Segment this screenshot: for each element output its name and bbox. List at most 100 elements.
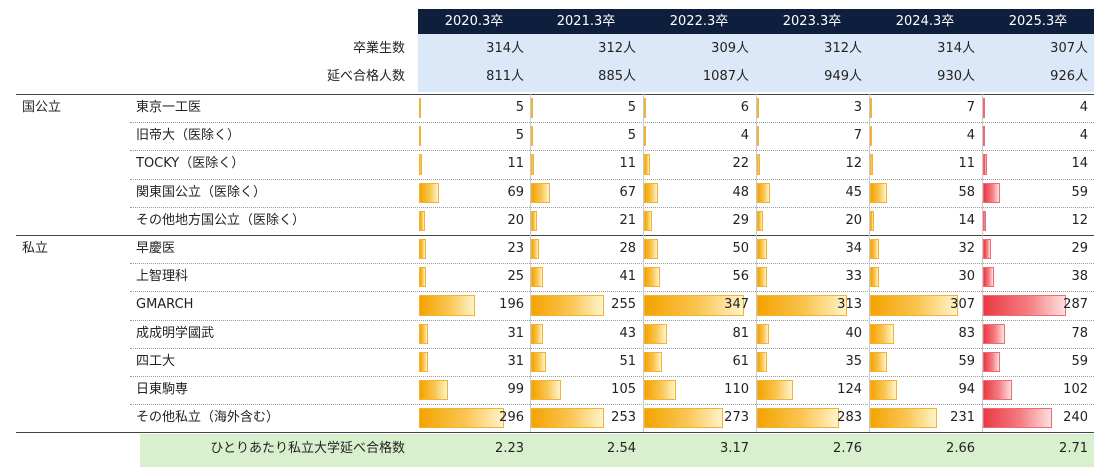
row-divider [130,404,1094,406]
row-divider [130,319,1094,321]
column-divider [869,94,870,433]
value-bar [644,126,646,147]
footer-value: 2.71 [1059,441,1088,457]
value-bar [644,182,658,203]
column-divider [530,94,531,433]
value-bar [531,408,604,429]
value-bar [757,239,767,260]
value-bar [983,98,985,119]
value-cell: 23 [507,241,524,256]
value-cell: 253 [611,410,636,426]
value-bar [531,182,551,203]
value-bar [757,351,768,372]
summary-value: 885人 [598,69,636,84]
value-bar [419,210,425,231]
value-bar [644,267,661,288]
summary-label: 卒業生数 [352,41,405,56]
value-cell: 48 [732,184,749,200]
value-cell: 29 [732,212,749,228]
row-label: 旧帝大（医除く） [136,128,241,144]
row-divider [130,206,1094,208]
year-header-band [418,9,1094,34]
value-cell: 11 [958,156,975,172]
value-cell: 83 [958,325,975,341]
value-bar [870,323,894,344]
year-header-cell: 2023.3卒 [782,14,842,29]
value-bar [870,380,898,401]
value-bar [644,210,653,231]
value-cell: 59 [1071,353,1088,369]
value-bar [870,408,937,429]
value-cell: 61 [732,353,749,369]
value-bar [870,239,880,260]
value-cell: 5 [515,128,524,144]
value-bar [757,154,761,175]
value-cell: 21 [619,212,636,228]
year-header-cell: 2022.3卒 [669,14,729,29]
value-cell: 58 [958,184,975,200]
value-bar [983,295,1066,316]
year-header-cell: 2020.3卒 [444,14,504,29]
value-bar [870,182,887,203]
value-bar [531,323,544,344]
value-bar [531,351,546,372]
value-cell: 99 [507,382,524,397]
row-divider [130,150,1094,152]
group-label: 私立 [22,241,49,256]
value-bar [531,295,605,316]
summary-value: 312人 [824,41,862,56]
value-bar [419,351,428,372]
row-label: 上智理科 [136,269,189,285]
value-cell: 35 [845,353,862,369]
summary-value: 930人 [937,69,975,84]
group-divider [16,235,1094,236]
row-divider [130,178,1094,180]
row-label: 関東国公立（医除く） [136,184,267,200]
value-cell: 255 [611,297,636,313]
value-bar [419,98,421,119]
value-cell: 283 [837,410,862,426]
summary-value: 1087人 [702,69,749,84]
value-bar [644,154,651,175]
value-cell: 14 [958,212,975,228]
value-bar [983,154,988,175]
row-divider [130,263,1094,265]
value-bar [757,182,770,203]
value-bar [644,239,659,260]
value-cell: 273 [724,410,749,426]
value-bar [419,295,476,316]
value-cell: 81 [732,325,749,341]
value-cell: 296 [499,410,524,426]
value-bar [870,267,879,288]
footer-value: 2.54 [607,441,636,457]
row-divider [130,122,1094,124]
summary-value: 307人 [1050,41,1088,56]
column-divider [756,94,757,433]
value-cell: 11 [507,156,524,172]
value-bar [870,98,873,119]
value-bar [757,380,793,401]
value-cell: 7 [853,128,862,144]
value-cell: 4 [740,128,749,144]
value-cell: 94 [958,382,975,397]
value-cell: 29 [1071,241,1088,256]
value-bar [983,239,992,260]
value-bar [644,323,668,344]
value-cell: 4 [1079,100,1088,115]
value-bar [419,154,423,175]
value-bar [983,323,1006,344]
value-bar [870,126,872,147]
value-bar [419,267,427,288]
footer-label: ひとりあたり私立大学延べ合格数 [210,441,405,457]
value-bar [419,126,421,147]
value-bar [983,182,1000,203]
summary-value: 811人 [486,69,524,84]
value-bar [531,380,562,401]
value-cell: 105 [611,382,636,397]
value-bar [983,408,1053,429]
value-cell: 59 [958,353,975,369]
group-label: 国公立 [22,100,62,115]
value-cell: 22 [732,156,749,172]
value-bar [757,98,759,119]
value-bar [531,239,540,260]
